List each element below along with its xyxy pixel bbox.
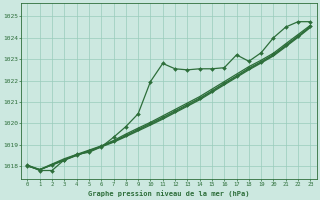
X-axis label: Graphe pression niveau de la mer (hPa): Graphe pression niveau de la mer (hPa) [88, 190, 250, 197]
